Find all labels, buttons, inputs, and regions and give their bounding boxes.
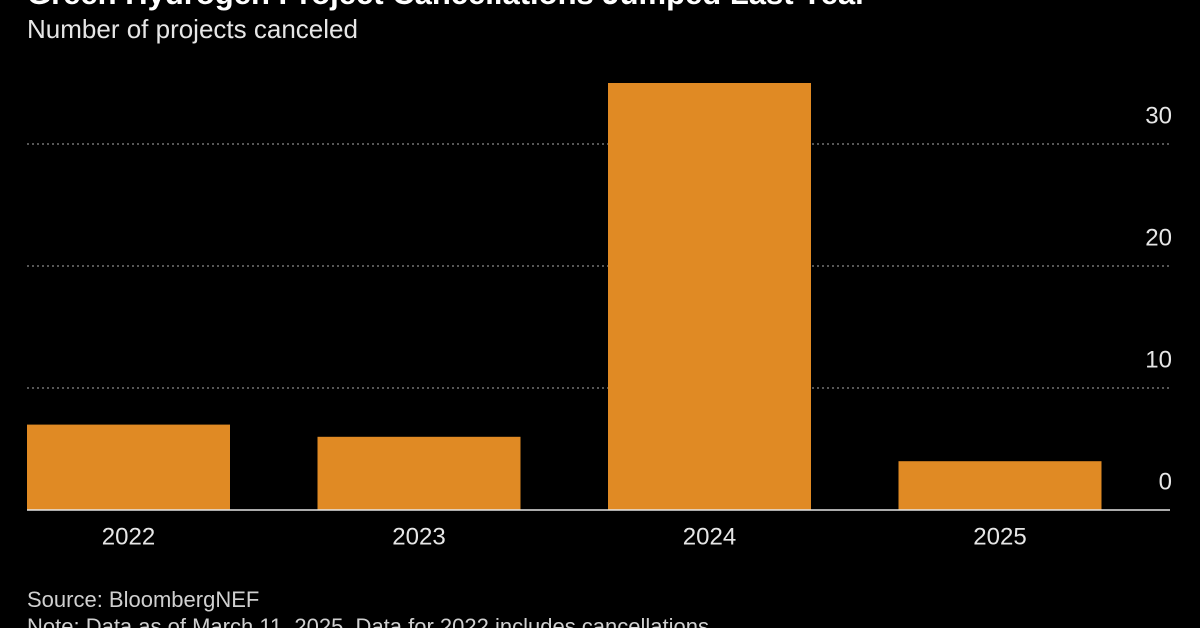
x-tick-label: 2024 [683, 523, 736, 550]
x-tick-label: 2025 [973, 523, 1026, 550]
chart-title: Green Hydrogen Project Cancellations Jum… [27, 0, 867, 11]
bar [898, 461, 1102, 510]
x-tick-label: 2022 [102, 523, 155, 550]
y-tick-label: 0 [1159, 468, 1172, 495]
y-tick-label: 20 [1145, 224, 1172, 251]
note: Note: Data as of March 11, 2025. Data fo… [27, 614, 709, 628]
bar [27, 424, 230, 510]
x-tick-label: 2023 [392, 523, 445, 550]
source: Source: BloombergNEF [27, 587, 259, 612]
chart-subtitle: Number of projects canceled [27, 14, 358, 44]
bar [317, 436, 521, 510]
y-tick-label: 10 [1145, 346, 1172, 373]
y-tick-label: 30 [1145, 102, 1172, 129]
bar [608, 83, 811, 510]
